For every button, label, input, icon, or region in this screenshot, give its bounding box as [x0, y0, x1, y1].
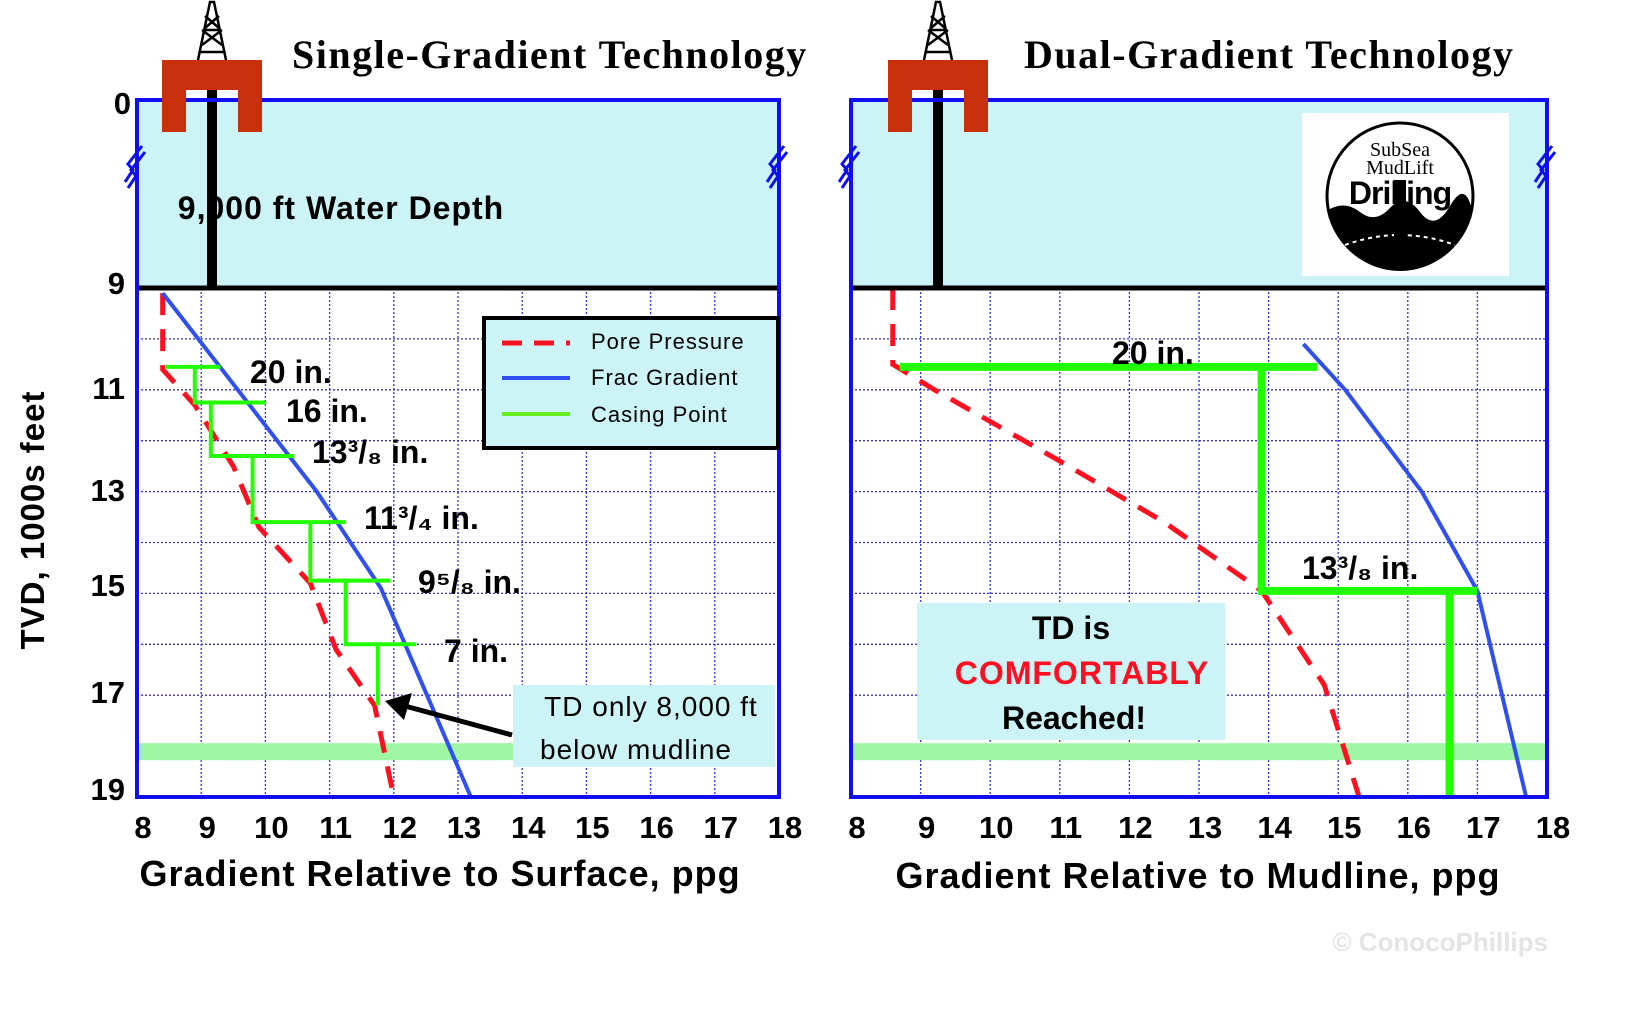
td-callout-box [513, 685, 775, 767]
y-tick-label: 19 [91, 772, 125, 807]
x-tick-label: 15 [1327, 810, 1361, 845]
casing-size-label: 20 in. [1112, 335, 1194, 371]
y-tick-label: 17 [91, 675, 125, 710]
casing-size-label: 7 in. [444, 633, 508, 669]
y-tick-labels: 0 9 11 13 15 17 19 [91, 86, 131, 807]
x-tick-label: 18 [1536, 810, 1570, 845]
logo-text: SubSea [1370, 139, 1430, 161]
casing-size-label: 9⁵/₈ in. [418, 564, 521, 600]
axis-break-icon [1533, 145, 1557, 189]
y-tick-label: 0 [114, 86, 131, 121]
td-callout-text: TD only 8,000 ft [544, 691, 758, 722]
td-callout-emphasis: COMFORTABLY [955, 655, 1210, 691]
x-tick-label: 16 [639, 810, 673, 845]
derrick-icon [922, 0, 954, 61]
axis-break-icon [765, 145, 789, 189]
td-band [137, 743, 513, 761]
x-tick-label: 16 [1397, 810, 1431, 845]
single-gradient-chart: 8 9 10 11 12 13 14 15 16 17 18 Gradient Relative to… [123, 0, 802, 894]
x-axis-label: Gradient Relative to Mudline, ppg [895, 855, 1500, 896]
legend-label: Pore Pressure [591, 329, 745, 354]
right-chart-title: Dual-Gradient Technology [1024, 32, 1515, 77]
x-tick-label: 14 [1257, 810, 1292, 845]
frac-gradient-line [1301, 342, 1529, 798]
legend-label: Frac Gradient [591, 365, 739, 390]
x-tick-label: 10 [979, 810, 1013, 845]
x-tick-label: 11 [1049, 810, 1082, 845]
x-tick-label: 15 [575, 810, 609, 845]
x-tick-label: 17 [704, 810, 738, 845]
casing-size-label: 13³/₈ in. [312, 434, 428, 470]
y-tick-label: 13 [91, 473, 125, 508]
x-tick-label: 12 [1118, 810, 1152, 845]
casing-size-label: 20 in. [250, 354, 332, 390]
y-tick-label: 15 [91, 568, 125, 603]
x-tick-label: 17 [1466, 810, 1500, 845]
water-depth-label: 9,000 ft Water Depth [178, 190, 504, 226]
copyright-watermark: © ConocoPhillips [1332, 927, 1548, 957]
x-tick-label: 8 [134, 810, 151, 845]
casing-size-label: 13³/₈ in. [1302, 550, 1418, 586]
x-tick-label: 14 [511, 810, 546, 845]
x-tick-label: 13 [447, 810, 481, 845]
arrow-head-icon [385, 693, 412, 720]
td-callout-text: below mudline [540, 734, 732, 765]
casing-size-label: 16 in. [286, 393, 368, 429]
x-tick-label: 8 [848, 810, 865, 845]
x-tick-label: 9 [918, 810, 935, 845]
pore-pressure-line [160, 293, 397, 798]
y-tick-label: 11 [92, 371, 125, 406]
casing-size-label: 11³/₄ in. [364, 500, 479, 536]
td-band [851, 743, 1549, 761]
casing-point-line [899, 362, 1478, 797]
td-callout-text: TD is [1032, 610, 1110, 646]
plot-frame [849, 98, 1549, 799]
td-callout-box [917, 603, 1225, 740]
derrick-icon [196, 0, 228, 61]
legend-label: Casing Point [591, 402, 728, 427]
x-tick-label: 10 [254, 810, 288, 845]
y-axis-label: TVD, 1000s feet [14, 391, 51, 650]
axis-break-icon [837, 145, 861, 189]
subsea-mudlift-drilling-logo: SubSea MudLift Drilling [1302, 113, 1509, 276]
x-tick-label: 12 [383, 810, 417, 845]
arrow-icon [404, 703, 513, 738]
x-tick-label: 9 [199, 810, 216, 845]
axis-break-icon [123, 145, 147, 189]
x-tick-label: 18 [768, 810, 802, 845]
drill-pipe [207, 85, 217, 288]
x-axis-label: Gradient Relative to Surface, ppg [139, 853, 740, 894]
x-tick-label: 13 [1188, 810, 1222, 845]
logo-text: Drilling [1349, 175, 1451, 211]
casing-point-line [165, 364, 417, 706]
offshore-rig-icon [162, 60, 262, 132]
logo-text: MudLift [1366, 157, 1434, 179]
x-tick-label: 11 [319, 810, 352, 845]
frac-gradient-line [161, 291, 473, 798]
left-chart-title: Single-Gradient Technology [292, 32, 808, 77]
offshore-rig-icon [888, 60, 988, 132]
y-tick-label: 9 [108, 266, 125, 301]
drill-pipe [933, 85, 943, 288]
legend: Pore Pressure Frac Gradient Casing Point [482, 316, 780, 450]
td-callout-text: Reached! [1002, 700, 1146, 736]
